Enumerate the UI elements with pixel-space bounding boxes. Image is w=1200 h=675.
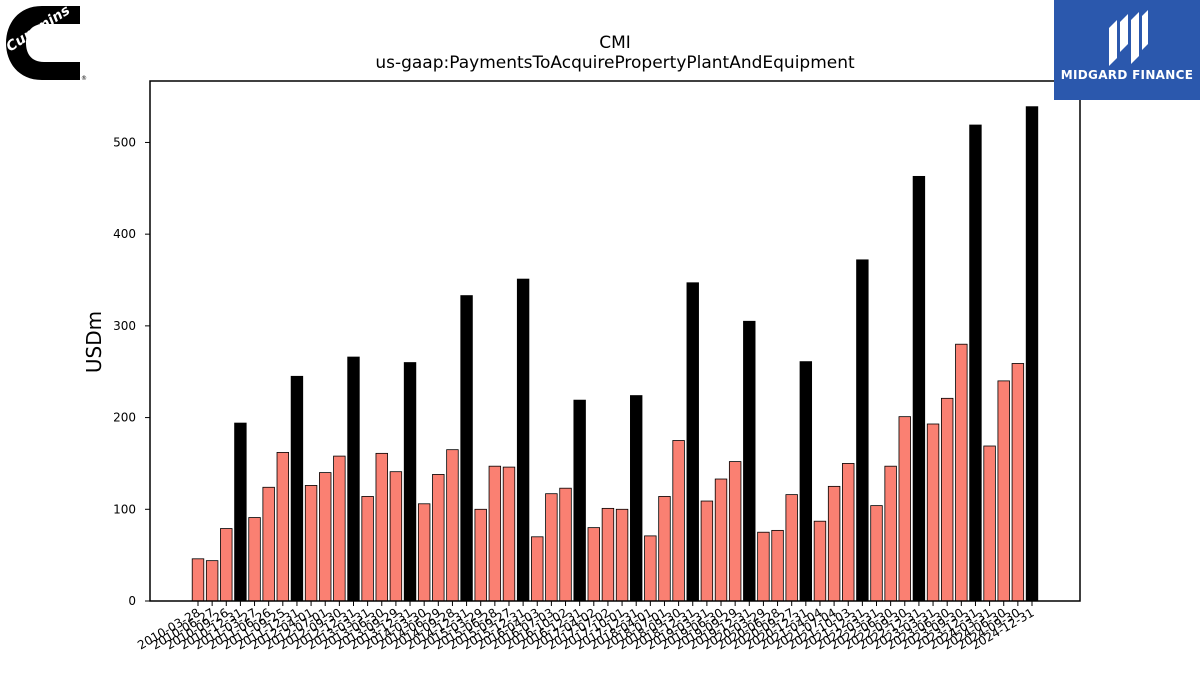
bar-2010-06-27 (205, 560, 219, 602)
midgard-finance-logo: MIDGARD FINANCE (1054, 0, 1200, 100)
bar-2018-12-31 (686, 282, 699, 602)
y-tick-label: 0 (128, 594, 136, 608)
y-tick-label: 500 (113, 135, 136, 149)
bar-2024-12-31 (1025, 106, 1039, 602)
bar-2024-06-30 (997, 380, 1010, 602)
chart-subtitle: us-gaap:PaymentsToAcquirePropertyPlantAn… (375, 53, 855, 73)
bar-2011-12-31 (290, 375, 304, 602)
bar-2014-12-31 (460, 295, 473, 602)
cummins-logo: Cummins ® (0, 0, 92, 84)
bar-2021-12-31 (856, 259, 869, 602)
bar-2013-12-31 (403, 362, 417, 602)
bar-2011-03-27 (248, 517, 261, 602)
bar-2018-04-01 (644, 535, 657, 602)
bars-group (191, 106, 1039, 602)
y-tick-label: 100 (113, 502, 136, 516)
bar-2018-07-01 (658, 496, 671, 602)
bar-2011-06-26 (262, 486, 275, 602)
bar-2015-06-28 (488, 465, 502, 602)
bar-2016-10-02 (559, 487, 572, 602)
bar-2013-09-29 (389, 471, 403, 602)
bar-2017-10-01 (615, 508, 629, 602)
bar-2019-03-31 (700, 500, 714, 602)
bar-2013-03-31 (361, 496, 374, 602)
midgard-finance-text: MIDGARD FINANCE (1060, 68, 1194, 82)
bar-2014-03-30 (417, 503, 431, 602)
y-tick-label: 300 (113, 319, 136, 333)
bar-2015-09-27 (502, 466, 516, 602)
x-axis-ticks: 2010-03-282010-06-272010-09-262010-12-31… (135, 601, 1037, 652)
bar-2012-04-01 (304, 485, 318, 602)
bar-2022-09-30 (898, 416, 911, 602)
bar-2021-07-04 (827, 485, 841, 602)
bar-2012-09-30 (333, 455, 346, 602)
bar-2010-09-26 (220, 528, 233, 602)
bar-2022-12-31 (912, 175, 926, 602)
bar-2017-12-31 (630, 395, 643, 602)
bar-2023-06-30 (940, 397, 954, 602)
bar-2011-09-25 (276, 452, 290, 602)
bar-2012-12-31 (347, 356, 360, 602)
bar-2017-04-02 (587, 527, 600, 602)
bar-2018-09-30 (672, 440, 685, 602)
bar-2020-06-28 (771, 529, 784, 602)
bar-2021-10-03 (842, 463, 855, 602)
bar-2024-09-30 (1011, 363, 1025, 602)
bar-2014-06-29 (432, 474, 445, 602)
bar-2023-12-31 (969, 124, 982, 602)
y-tick-label: 400 (113, 227, 136, 241)
bar-2012-07-01 (319, 472, 332, 602)
bar-2015-12-31 (516, 278, 530, 602)
y-tick-label: 200 (113, 411, 136, 425)
chart-title: CMI (599, 33, 631, 53)
bar-2020-12-31 (799, 361, 813, 602)
bar-2014-09-28 (446, 449, 459, 602)
midgard-emblem-icon (1109, 10, 1148, 66)
bar-2020-03-29 (757, 531, 770, 602)
bar-2019-09-29 (728, 461, 742, 602)
bar-2010-12-31 (234, 422, 247, 602)
bar-2022-06-30 (884, 465, 897, 602)
bar-2016-04-03 (531, 536, 544, 602)
bar-2022-03-31 (870, 505, 883, 602)
bar-2016-07-03 (545, 493, 558, 602)
bar-2020-09-27 (785, 494, 798, 602)
y-axis-ticks: 0 100 200 300 400 500 (113, 135, 150, 608)
bar-2013-06-30 (375, 452, 388, 602)
bar-2023-03-31 (926, 423, 940, 602)
plot-frame (149, 80, 1081, 602)
bar-2023-09-30 (955, 343, 968, 602)
bar-2024-03-31 (983, 445, 996, 602)
bar-2017-07-02 (601, 507, 615, 602)
bar-2019-06-30 (714, 478, 728, 602)
bar-2021-04-04 (813, 520, 827, 602)
bar-2019-12-31 (743, 320, 756, 602)
registered-mark-icon: ® (81, 75, 87, 82)
bar-2015-03-29 (474, 508, 487, 602)
y-axis-label: USDm (82, 311, 106, 373)
bar-2016-12-31 (573, 399, 586, 602)
bar-2010-03-28 (191, 558, 205, 602)
